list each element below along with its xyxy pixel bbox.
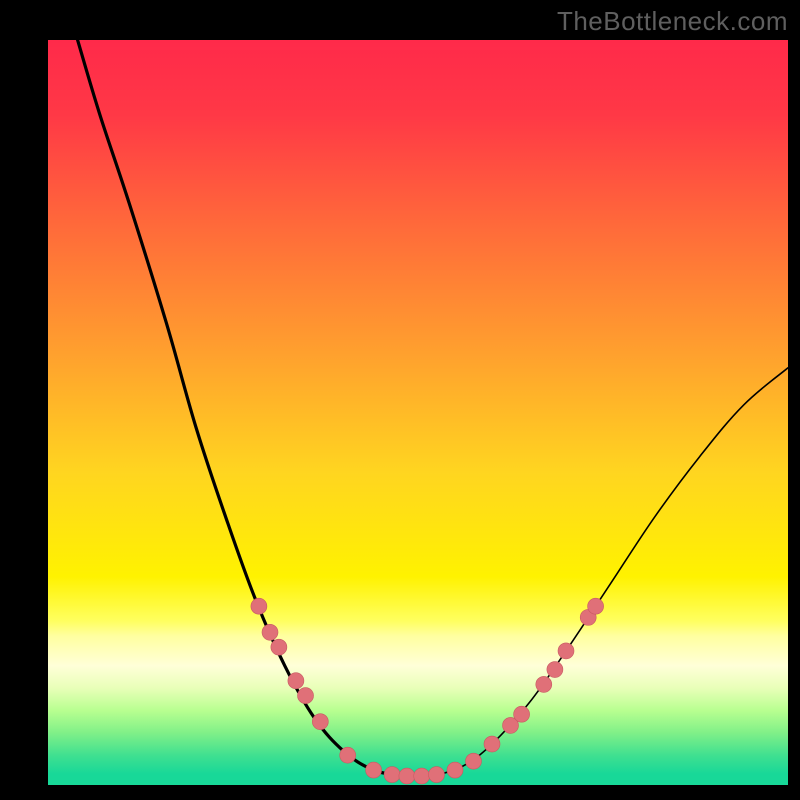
- data-marker: [298, 688, 314, 704]
- data-marker: [447, 762, 463, 778]
- data-marker: [536, 676, 552, 692]
- data-marker: [366, 762, 382, 778]
- data-marker: [384, 767, 400, 783]
- data-marker: [312, 714, 328, 730]
- data-marker: [466, 753, 482, 769]
- data-marker: [340, 747, 356, 763]
- data-marker: [288, 673, 304, 689]
- data-marker: [514, 706, 530, 722]
- watermark-text: TheBottleneck.com: [557, 6, 788, 37]
- data-marker: [429, 767, 445, 783]
- data-marker: [414, 768, 430, 784]
- plot-area: [48, 40, 788, 785]
- data-marker: [262, 624, 278, 640]
- data-marker: [251, 598, 267, 614]
- chart-container: TheBottleneck.com: [0, 0, 800, 800]
- gradient-background: [48, 40, 788, 785]
- data-marker: [484, 736, 500, 752]
- plot-svg: [48, 40, 788, 785]
- data-marker: [399, 768, 415, 784]
- data-marker: [588, 598, 604, 614]
- data-marker: [547, 662, 563, 678]
- data-marker: [271, 639, 287, 655]
- data-marker: [558, 643, 574, 659]
